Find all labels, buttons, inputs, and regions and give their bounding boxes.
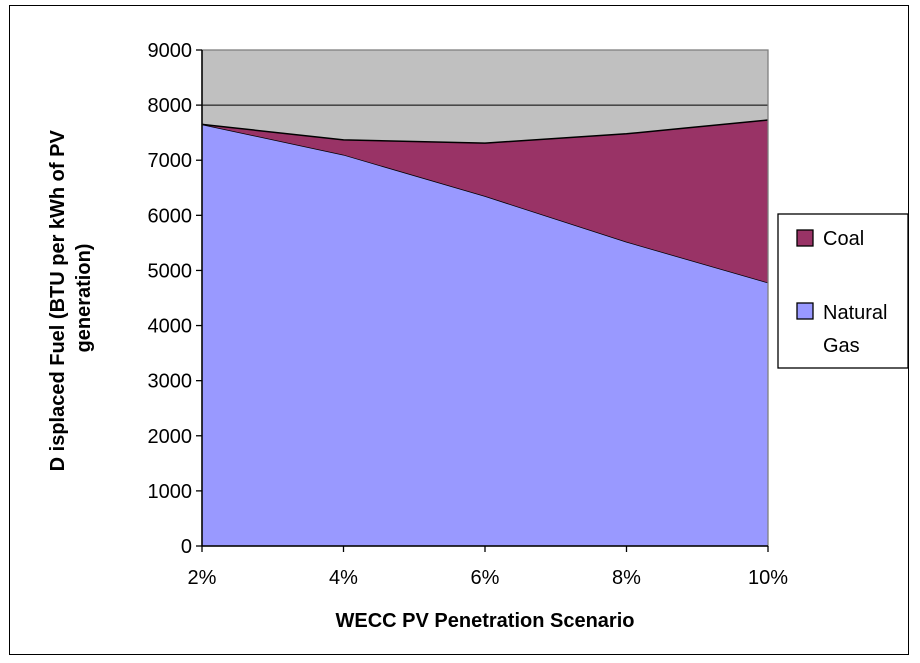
x-tick-label: 6% xyxy=(471,567,500,589)
legend-label-natural-gas-line-1: Natural xyxy=(823,302,887,324)
legend-label-coal: Coal xyxy=(823,228,864,250)
legend: Coal Natural Gas xyxy=(778,214,908,368)
x-tick-label: 10% xyxy=(748,567,788,589)
x-tick-label: 8% xyxy=(612,567,641,589)
y-tick-label: 6000 xyxy=(148,205,193,227)
y-axis-title: D isplaced Fuel (BTU per kWh of PV gener… xyxy=(47,125,95,472)
y-axis-title-line-2: generation) xyxy=(73,244,95,353)
y-tick-label: 0 xyxy=(181,536,192,558)
x-axis-title: WECC PV Penetration Scenario xyxy=(336,610,635,632)
y-axis: 0 1000 2000 3000 4000 5000 6000 7000 8000 9000 xyxy=(148,40,203,558)
y-tick-label: 8000 xyxy=(148,95,193,117)
legend-label-natural-gas-line-2: Gas xyxy=(823,335,860,357)
y-tick-label: 9000 xyxy=(148,40,193,62)
x-axis: 2% 4% 6% 8% 10% xyxy=(188,546,789,589)
legend-swatch-natural-gas xyxy=(797,303,813,319)
y-tick-label: 1000 xyxy=(148,481,193,503)
x-tick-label: 2% xyxy=(188,567,217,589)
y-tick-label: 5000 xyxy=(148,260,193,282)
x-tick-label: 4% xyxy=(329,567,358,589)
legend-swatch-coal xyxy=(797,230,813,246)
y-tick-label: 7000 xyxy=(148,150,193,172)
y-axis-title-line-1: D isplaced Fuel (BTU per kWh of PV xyxy=(47,130,69,472)
y-tick-label: 4000 xyxy=(148,316,193,338)
y-tick-label: 2000 xyxy=(148,426,193,448)
plot-area xyxy=(202,50,768,546)
y-tick-label: 3000 xyxy=(148,371,193,393)
